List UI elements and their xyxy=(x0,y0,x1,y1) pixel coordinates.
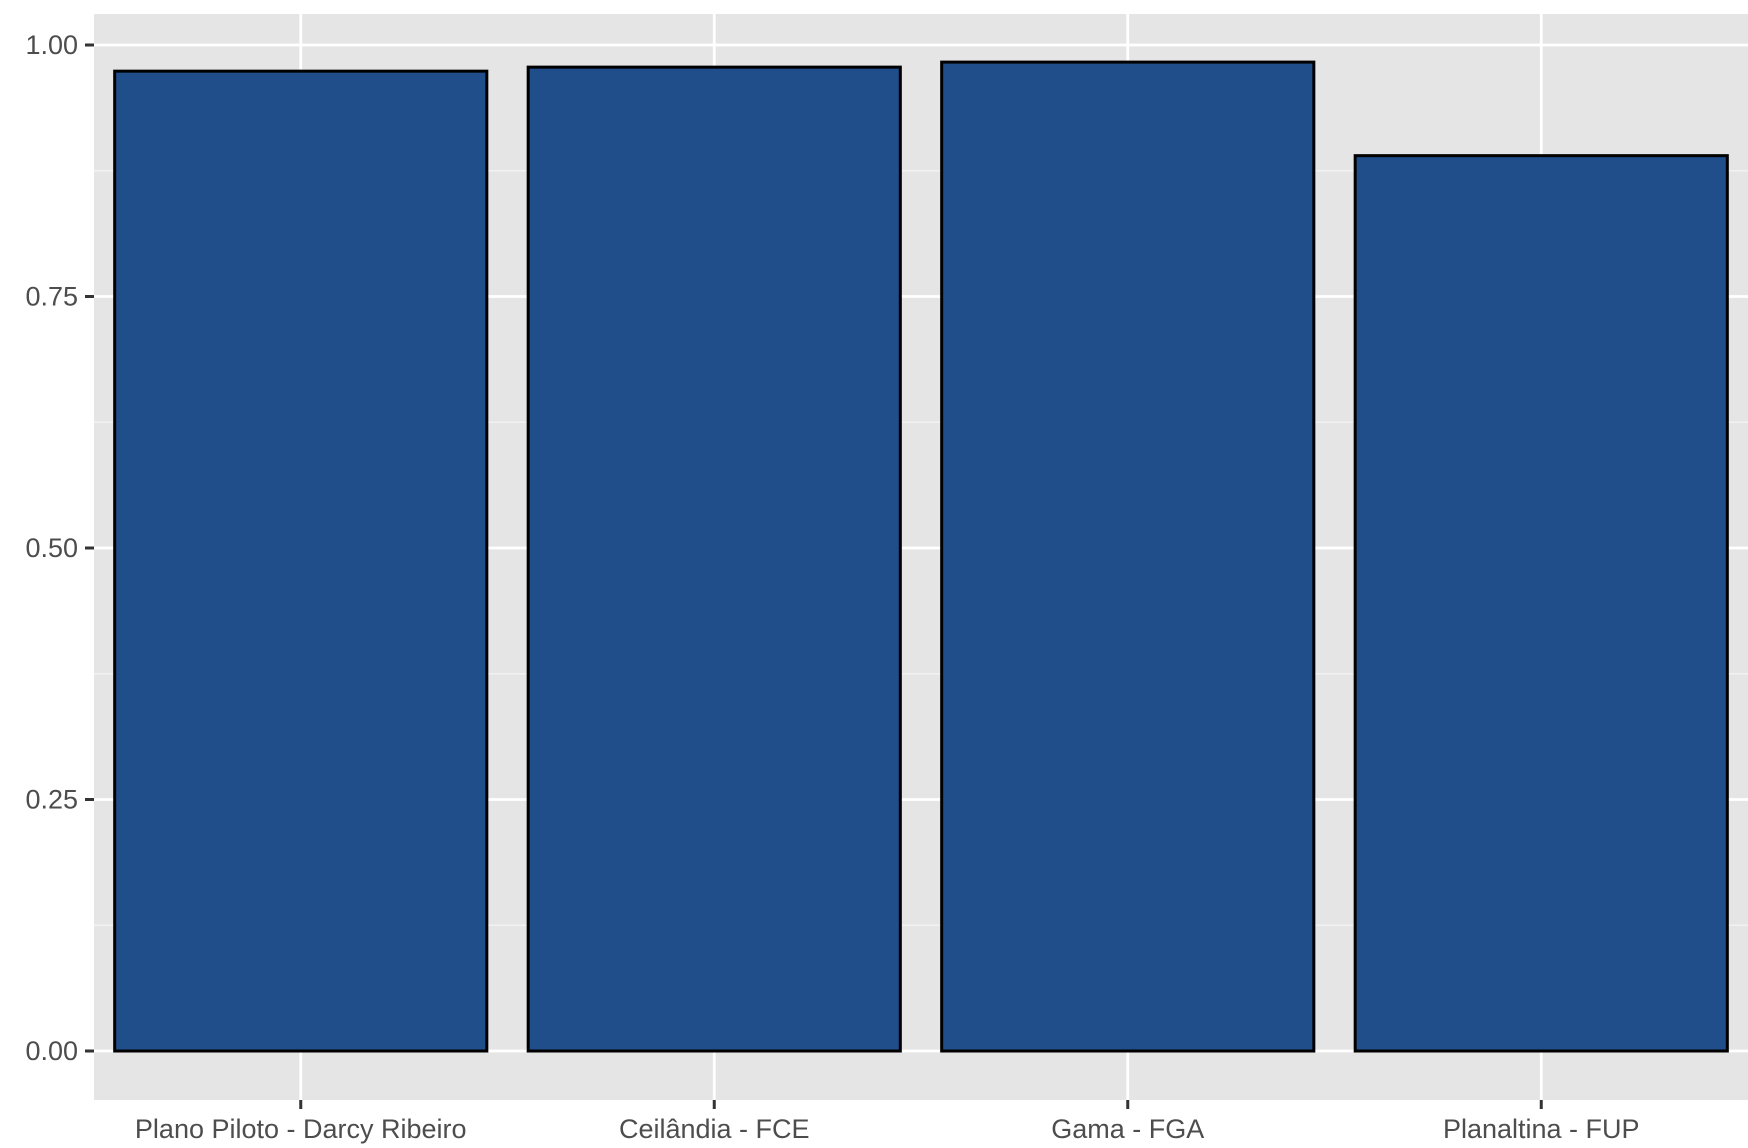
y-tick-label: 1.00 xyxy=(25,30,78,60)
x-tick-label: Ceilândia - FCE xyxy=(619,1114,810,1144)
bars xyxy=(113,60,1729,1053)
bar-4 xyxy=(1353,154,1729,1053)
y-tick-label: 0.00 xyxy=(25,1036,78,1066)
bar-3 xyxy=(940,60,1316,1053)
y-tick-label: 0.50 xyxy=(25,533,78,563)
bar-1 xyxy=(113,69,489,1053)
y-tick-label: 0.25 xyxy=(25,785,78,815)
y-axis: 0.00 0.25 0.50 0.75 1.00 xyxy=(25,30,94,1066)
x-tick-label: Plano Piloto - Darcy Ribeiro xyxy=(135,1114,467,1144)
bar-2 xyxy=(526,65,902,1053)
y-tick-label: 0.75 xyxy=(25,282,78,312)
x-axis: Plano Piloto - Darcy Ribeiro Ceilândia - … xyxy=(135,1100,1640,1144)
x-tick-label: Gama - FGA xyxy=(1051,1114,1204,1144)
x-tick-label: Planaltina - FUP xyxy=(1443,1114,1640,1144)
